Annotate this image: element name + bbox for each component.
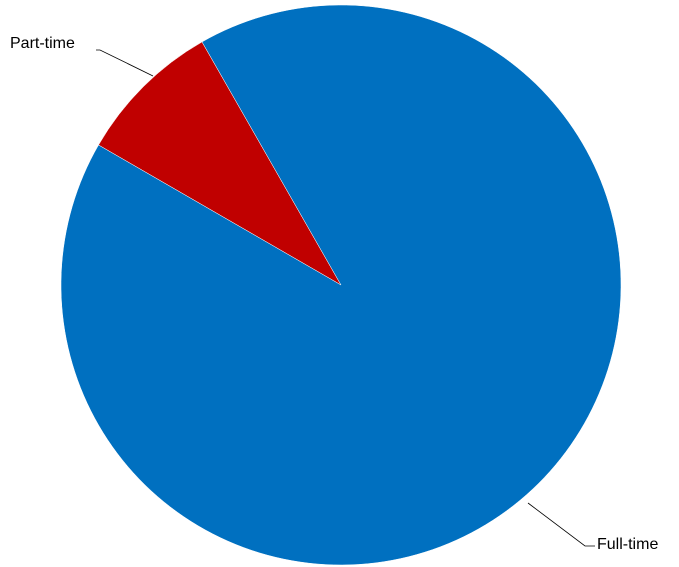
pie-slices <box>60 4 622 566</box>
pie-slice-part-time <box>98 41 342 286</box>
leader-line-full-time <box>527 502 595 547</box>
pie-labels: Part-time Full-time <box>10 35 658 553</box>
leader-line-part-time <box>96 49 154 77</box>
pie-slice-full-time <box>60 4 622 566</box>
slice-label-part-time: Part-time <box>10 35 75 52</box>
slice-label-full-time: Full-time <box>597 536 658 553</box>
